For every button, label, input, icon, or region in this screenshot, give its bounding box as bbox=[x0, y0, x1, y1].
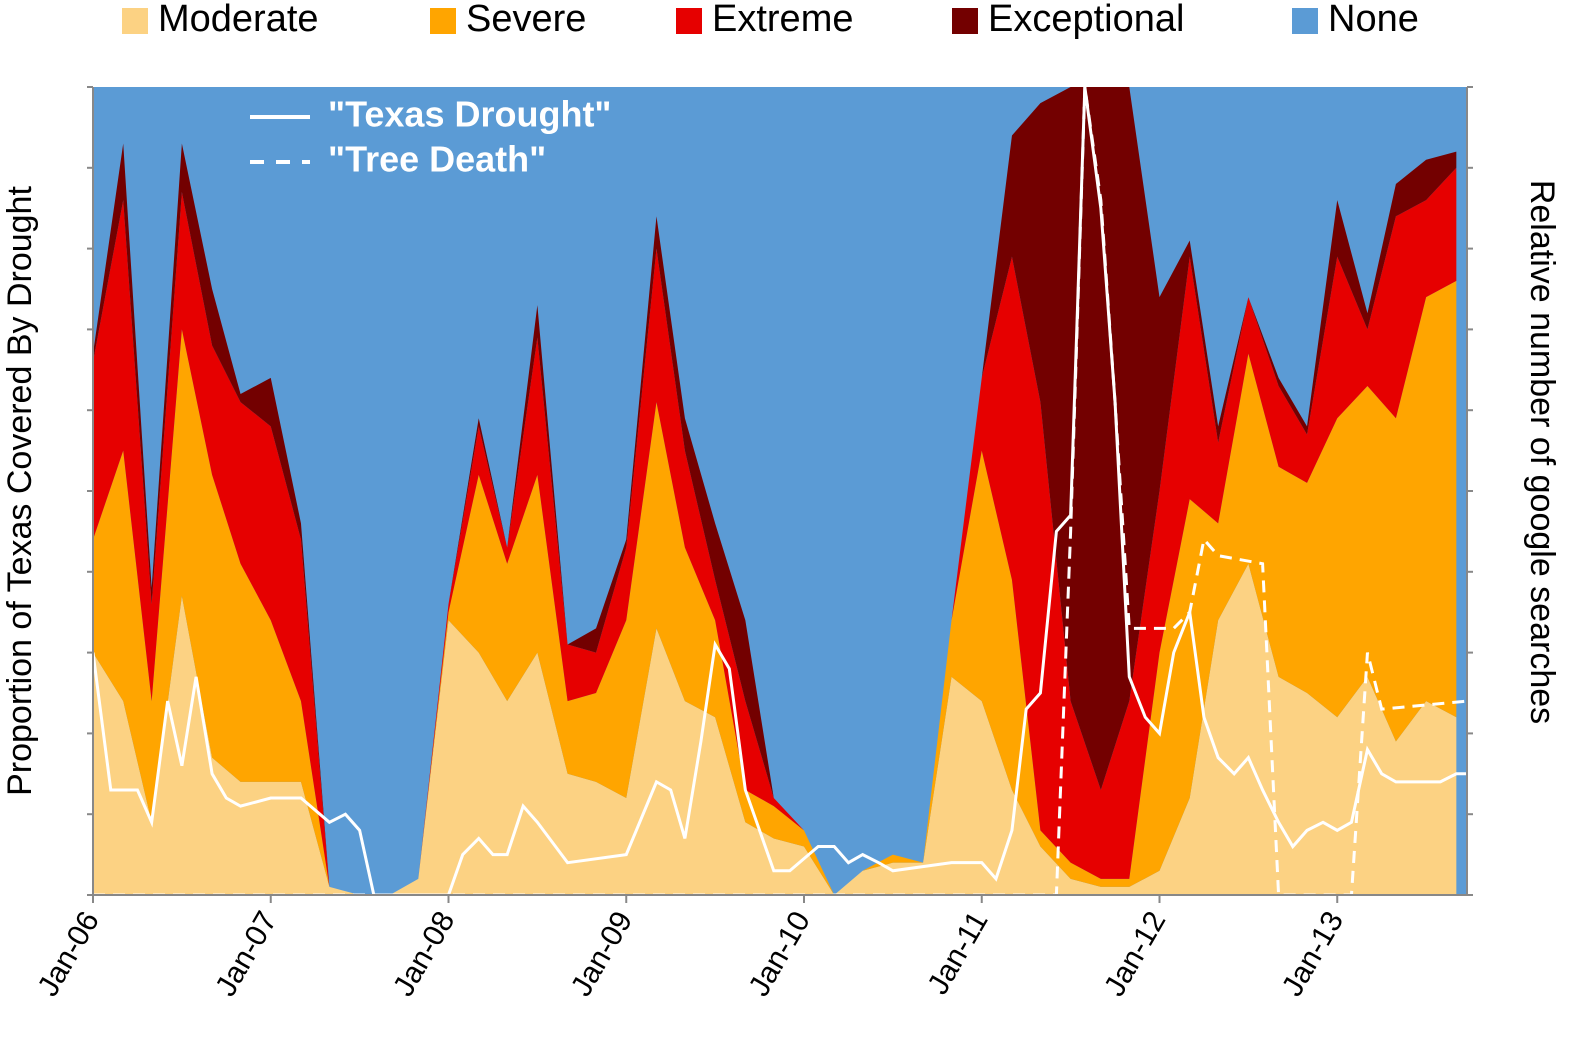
legend-label: Exceptional bbox=[988, 0, 1184, 40]
x-tick-label: Jan-06 bbox=[31, 906, 105, 1002]
line bbox=[93, 86, 1468, 897]
x-tick-label: Jan-13 bbox=[1276, 906, 1350, 1002]
legend-label: Extreme bbox=[712, 0, 853, 40]
x-tick-label: Jan-08 bbox=[387, 906, 461, 1002]
line bbox=[91, 86, 1467, 897]
legend-label: "Texas Drought" bbox=[328, 94, 612, 135]
x-tick-label: Jan-10 bbox=[742, 906, 816, 1002]
legend-swatch bbox=[430, 8, 456, 34]
x-tick-label: Jan-07 bbox=[209, 906, 283, 1002]
legend-swatch bbox=[952, 8, 978, 34]
legend-label: None bbox=[1328, 0, 1419, 40]
legend-swatch bbox=[122, 8, 148, 34]
x-tick-label: Jan-11 bbox=[921, 906, 994, 1000]
y2-axis-label: Relative number of google searches bbox=[1523, 180, 1561, 724]
area bbox=[93, 563, 1457, 895]
area bbox=[93, 87, 1457, 895]
x-tick-label: Jan-12 bbox=[1098, 906, 1172, 1002]
legend-label: Moderate bbox=[158, 0, 319, 40]
legend-swatch bbox=[676, 8, 702, 34]
y-axis-label: Proportion of Texas Covered By Drought bbox=[1, 186, 39, 796]
legend-swatch bbox=[1292, 8, 1318, 34]
area bbox=[93, 280, 1457, 895]
x-tick-label: Jan-09 bbox=[565, 906, 639, 1002]
legend-label: "Tree Death" bbox=[328, 139, 546, 180]
legend-label: Severe bbox=[466, 0, 586, 40]
